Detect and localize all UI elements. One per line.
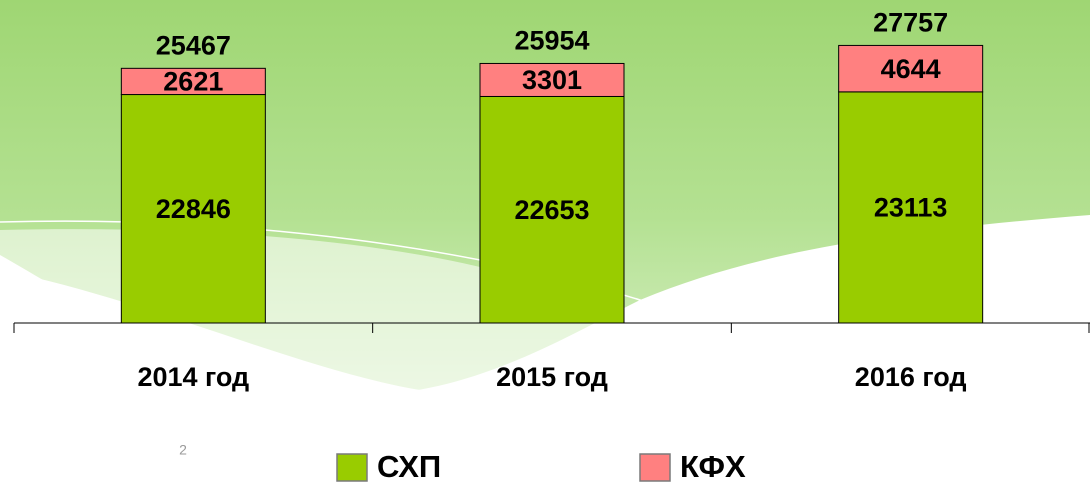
bar-segment xyxy=(120,94,266,324)
legend-swatch xyxy=(639,453,671,482)
data-label: 22653 xyxy=(514,195,589,225)
data-label: 22846 xyxy=(156,194,231,224)
data-label: 2621 xyxy=(163,67,223,97)
legend-label: СХП xyxy=(377,449,441,483)
bar-segment xyxy=(479,95,625,324)
page-number: 2 xyxy=(179,442,187,458)
total-label: 27757 xyxy=(873,8,948,38)
x-tick-label: 2015 год xyxy=(496,362,608,392)
legend-swatch xyxy=(336,453,368,482)
x-tick-label: 2016 год xyxy=(855,362,967,392)
legend-label: КФХ xyxy=(680,449,746,483)
swoosh xyxy=(0,245,1090,483)
bar-segment xyxy=(120,67,266,96)
total-label: 25954 xyxy=(514,26,589,56)
bar-segment xyxy=(838,44,984,93)
x-tick-label: 2014 год xyxy=(137,362,249,392)
data-label: 23113 xyxy=(874,193,948,223)
total-label: 25467 xyxy=(156,30,231,60)
bar-segment xyxy=(479,62,625,97)
data-label: 3301 xyxy=(522,65,582,95)
data-label: 4644 xyxy=(881,54,941,84)
bar-segment xyxy=(838,91,984,324)
